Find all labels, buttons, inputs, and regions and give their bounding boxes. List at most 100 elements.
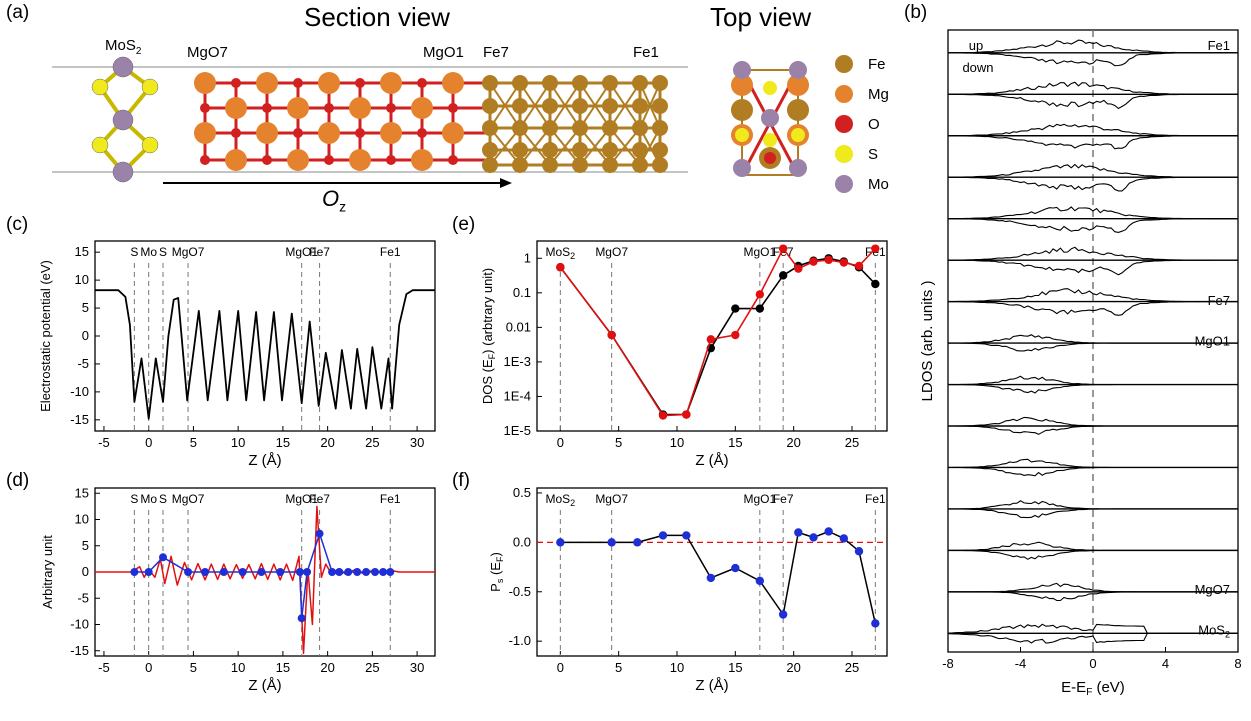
- x-tick-label: 5: [190, 435, 197, 450]
- data-point: [130, 568, 139, 576]
- y-tick-label: 0: [82, 328, 89, 343]
- x-tick-label: 0: [145, 660, 152, 675]
- mg-atom: [287, 149, 309, 171]
- mgo7-label: MgO7: [187, 44, 228, 61]
- fe-atom: [632, 98, 648, 114]
- fe-bond: [519, 82, 551, 129]
- o-atom: [293, 128, 303, 138]
- layer-marker-label: MoS2: [545, 492, 575, 508]
- legend-item: O: [835, 112, 880, 136]
- row-label-fe7: Fe7: [1208, 293, 1230, 308]
- legend-item: Fe: [835, 52, 886, 76]
- o-atom: [262, 103, 272, 113]
- x-tick-label: 20: [320, 435, 334, 450]
- data-point: [731, 330, 740, 340]
- y-label-part: ): [488, 552, 503, 556]
- s-atom: [763, 81, 777, 95]
- fe-atom: [542, 142, 558, 158]
- data-point: [682, 410, 691, 419]
- data-point: [731, 563, 740, 573]
- panel-c-letter: (c): [6, 214, 29, 235]
- s-atom: [91, 78, 109, 96]
- fe-atom: [602, 75, 618, 91]
- mg-atom: [411, 97, 433, 119]
- o-atom: [293, 78, 303, 88]
- fe-atom: [572, 157, 588, 173]
- o-atom: [231, 128, 241, 138]
- ldos-spin-down: [948, 52, 1238, 67]
- y-tick-label: 15: [75, 244, 89, 259]
- fe-atom: [542, 157, 558, 173]
- data-point: [731, 304, 740, 313]
- y-label-part: ) (arbtrary unit): [480, 268, 495, 354]
- x-tick-label: 10: [670, 660, 684, 675]
- mo-atom: [112, 161, 134, 183]
- o-atom: [355, 128, 365, 138]
- x-axis-label: Z (Å): [695, 452, 728, 469]
- layer-marker-label: Fe7: [309, 492, 330, 506]
- y-tick-label: -5: [77, 356, 89, 371]
- x-tick-label: 5: [190, 660, 197, 675]
- o-atom: [200, 103, 210, 113]
- fe-atom: [572, 142, 588, 158]
- y-label-part: DOS (E: [480, 359, 495, 404]
- x-tick-label: 25: [845, 660, 859, 675]
- subscript: s: [495, 578, 505, 583]
- data-point: [144, 568, 153, 576]
- x-tick-label: 15: [276, 435, 290, 450]
- charge-curve: [95, 505, 435, 655]
- data-point: [295, 568, 304, 576]
- s-atom: [791, 128, 805, 142]
- data-point: [201, 568, 210, 576]
- fe-atom: [482, 142, 498, 158]
- panel-a-letter: (a): [6, 2, 30, 23]
- fe-bond: [549, 82, 581, 129]
- data-point: [276, 568, 285, 576]
- layer-marker-label: MgO7: [595, 492, 628, 506]
- x-tick-label: 0: [1089, 656, 1096, 671]
- legend-swatch: [835, 175, 853, 193]
- data-point: [607, 330, 616, 340]
- data-point: [706, 573, 716, 583]
- subscript: F: [1086, 687, 1092, 698]
- layer-marker-label: S: [130, 492, 138, 506]
- row-label-mgo1: MgO1: [1195, 333, 1230, 348]
- fe-atom: [632, 157, 648, 173]
- o-atom: [448, 103, 458, 113]
- fe-atom: [512, 157, 528, 173]
- y-tick-label: -1.0: [509, 633, 531, 648]
- x-tick-label: 4: [1162, 656, 1169, 671]
- mg-atom: [194, 122, 216, 144]
- x-tick-label: 25: [365, 435, 379, 450]
- data-point: [778, 244, 788, 253]
- data-point: [871, 619, 880, 628]
- y-tick-label: 1E-4: [504, 388, 531, 403]
- fe1-label: Fe1: [633, 44, 659, 61]
- o-atom: [324, 155, 334, 165]
- y-tick-label: 1: [524, 250, 531, 265]
- data-point: [839, 534, 849, 543]
- data-point: [257, 568, 266, 576]
- y-axis-label: Electrostatic potential (eV): [38, 260, 53, 412]
- x-tick-label: 15: [728, 435, 742, 450]
- y-tick-label: -10: [70, 617, 89, 632]
- legend-label: Mo: [868, 175, 889, 193]
- x-tick-label: -5: [98, 660, 110, 675]
- layer-marker-label: MgO7: [172, 245, 205, 259]
- y-tick-label: 0.01: [506, 319, 531, 334]
- fe-atom: [512, 142, 528, 158]
- o-atom: [262, 155, 272, 165]
- x-axis-label: Z (Å): [248, 677, 281, 694]
- data-point: [362, 568, 371, 576]
- fe-bond: [609, 82, 641, 129]
- fe-atom: [602, 98, 618, 114]
- data-point: [344, 568, 353, 576]
- legend-item: Mo: [835, 172, 889, 196]
- row-label-mgo7: MgO7: [1195, 582, 1230, 597]
- ldos-spin-down: [947, 218, 1238, 233]
- x-tick-label: 10: [231, 435, 245, 450]
- x-axis-label: Z (Å): [695, 677, 728, 694]
- y-axis-label: LDOS (arb. units ): [919, 281, 936, 402]
- structure-top-view: [731, 61, 809, 177]
- data-point: [755, 304, 765, 313]
